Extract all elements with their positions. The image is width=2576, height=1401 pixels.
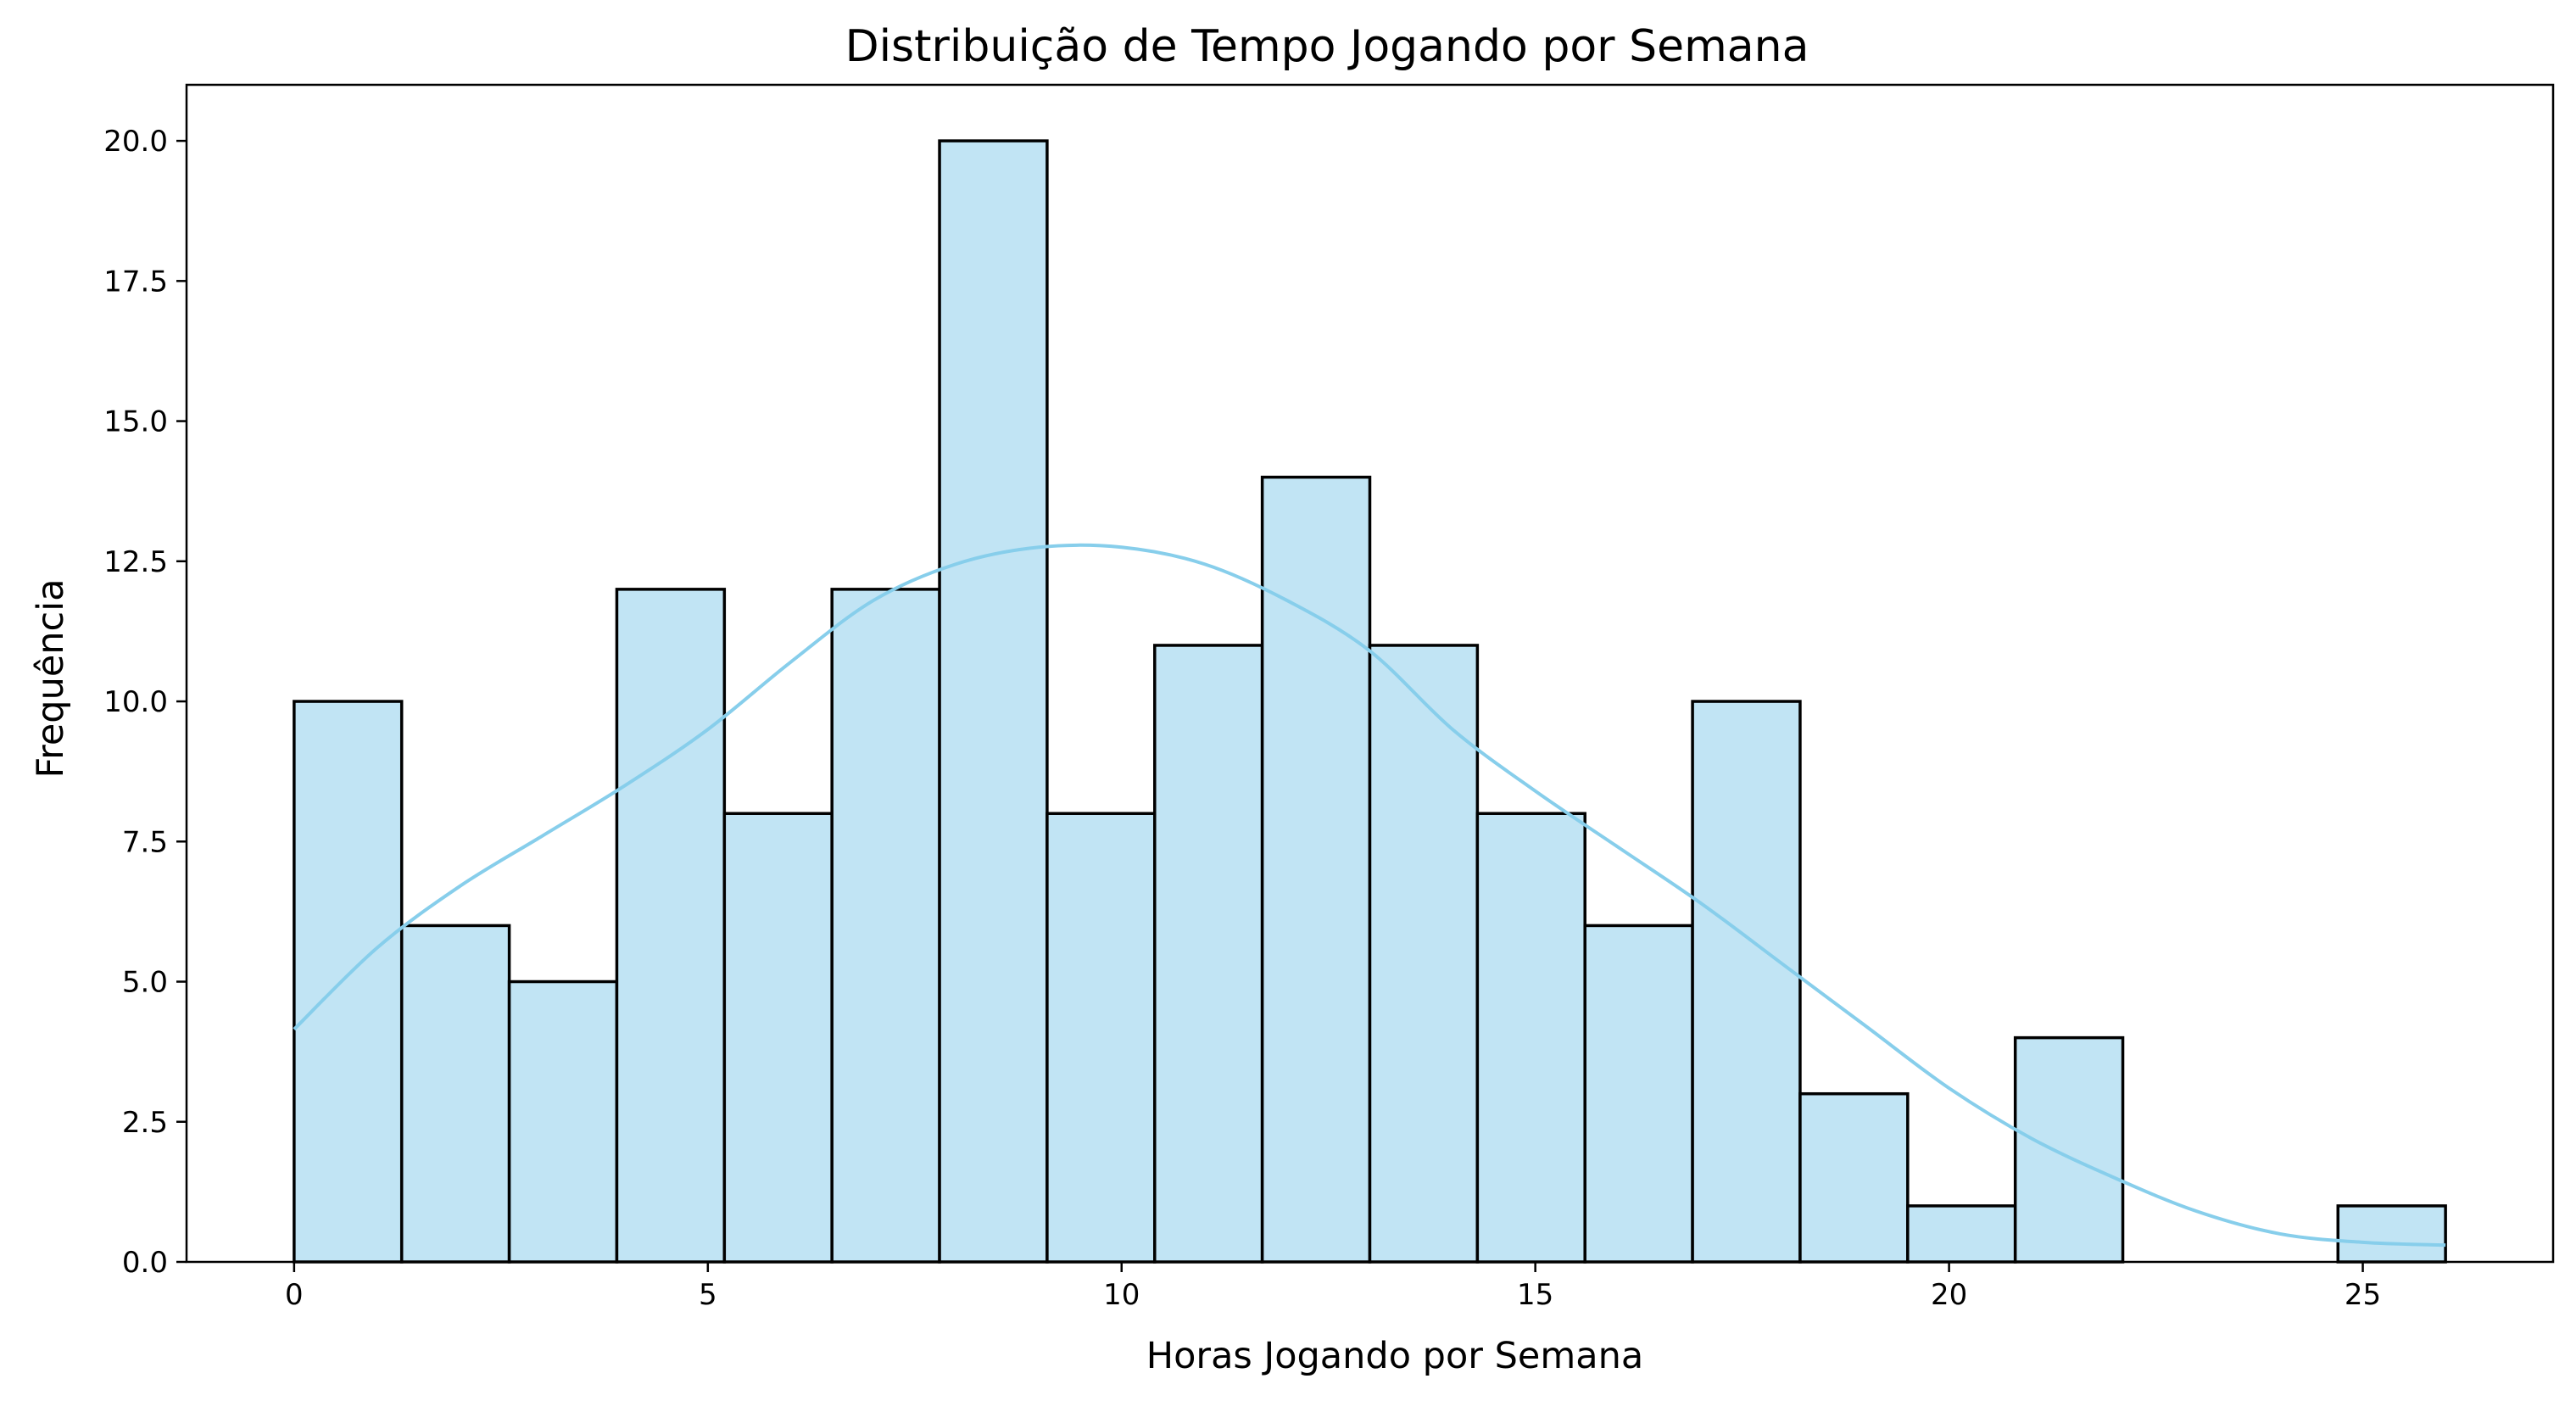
y-tick-label: 17.5	[103, 265, 168, 299]
kde-curve	[293, 543, 2446, 1248]
histogram-bar	[1906, 1204, 2017, 1264]
histogram-bar	[1798, 1091, 1910, 1264]
x-tick-label: 5	[699, 1278, 717, 1312]
histogram-bar	[938, 139, 1049, 1264]
x-tick-label: 0	[285, 1278, 304, 1312]
y-tick-label: 10.0	[103, 685, 168, 719]
histogram-bar	[1260, 475, 1372, 1264]
y-tick-label: 0.0	[122, 1246, 168, 1280]
bars-group	[293, 139, 2447, 1264]
histogram-bar	[399, 924, 511, 1264]
histogram-bar	[1153, 644, 1264, 1264]
histogram-bar	[615, 588, 727, 1264]
histogram-bar	[2336, 1204, 2447, 1264]
y-axis-ticks: 0.0 2.5 5.0 7.5 10.0 12.5 15.0 17.5 20.0	[103, 125, 187, 1280]
y-tick-label: 20.0	[103, 125, 168, 159]
histogram-bar	[1045, 812, 1157, 1264]
histogram-bar	[1583, 924, 1694, 1264]
x-axis-label: Horas Jogando por Semana	[1146, 1335, 1643, 1377]
histogram-bar	[1368, 644, 1480, 1264]
histogram-bar	[293, 700, 404, 1264]
x-tick-label: 15	[1517, 1278, 1553, 1312]
chart-title: Distribuição de Tempo Jogando por Semana	[845, 21, 1809, 72]
histogram-bar	[1475, 812, 1586, 1264]
histogram-bar	[1691, 700, 1802, 1264]
histogram-bar	[722, 812, 834, 1264]
y-tick-label: 2.5	[122, 1106, 168, 1140]
x-tick-label: 25	[2345, 1278, 2381, 1312]
x-tick-label: 10	[1103, 1278, 1140, 1312]
histogram-bar	[507, 980, 619, 1264]
x-tick-label: 20	[1931, 1278, 1967, 1312]
y-tick-label: 7.5	[122, 825, 168, 859]
y-tick-label: 5.0	[122, 966, 168, 1000]
histogram-bar	[830, 588, 941, 1264]
plot-frame	[185, 83, 2555, 1264]
x-axis-ticks: 0 5 10 15 20 25	[285, 1262, 2381, 1312]
y-tick-label: 15.0	[103, 405, 168, 439]
y-tick-label: 12.5	[103, 545, 168, 579]
histogram-bar	[2013, 1035, 2125, 1264]
y-axis-label: Frequência	[30, 579, 72, 779]
